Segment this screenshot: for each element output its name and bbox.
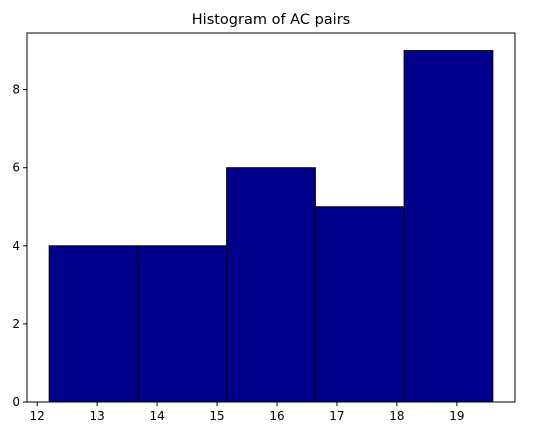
histogram-bar-3 [226,167,316,403]
x-tick-label: 16 [269,409,284,423]
y-tick-label: 2 [12,317,20,331]
histogram-bar-1 [48,245,139,403]
x-tick-label: 18 [389,409,404,423]
y-tick-label: 4 [12,239,20,253]
x-tick-label: 19 [449,409,464,423]
y-tick-label: 6 [12,161,20,175]
histogram-bar-4 [314,206,405,403]
plot-frame [26,32,516,403]
y-axis: 0 2 4 6 8 [12,83,27,409]
chart-title: Histogram of AC pairs [192,12,350,28]
x-tick-label: 12 [30,409,45,423]
x-tick-label: 14 [149,409,164,423]
histogram-bar-5 [403,50,494,403]
x-tick-label: 13 [90,409,105,423]
bars-group [48,50,494,403]
y-tick-label: 0 [12,395,20,409]
y-tick-label: 8 [12,83,20,97]
histogram-bar-2 [137,245,228,403]
x-axis: 12 13 14 15 16 17 18 19 [30,402,464,423]
x-tick-label: 17 [329,409,344,423]
x-tick-label: 15 [209,409,224,423]
